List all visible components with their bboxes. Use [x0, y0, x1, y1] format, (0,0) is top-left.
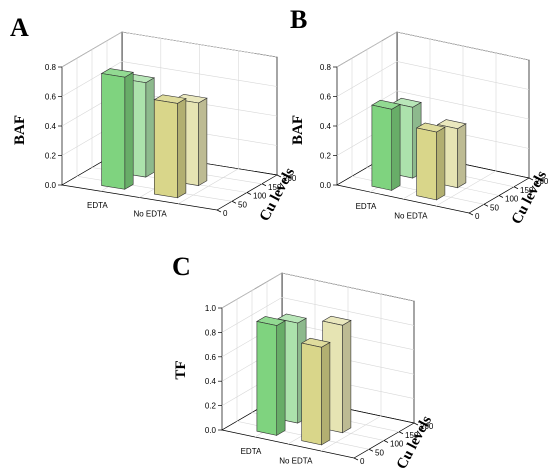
bar-side [276, 320, 286, 436]
y-tick-label: 0.8 [45, 63, 57, 72]
depth-tick-label: 150 [405, 431, 419, 440]
x-category-label: No EDTA [133, 210, 167, 219]
bar-front [416, 127, 437, 201]
y-axis-title: BAF [12, 115, 28, 145]
x-category-label: EDTA [356, 202, 377, 211]
depth-tick-mark [413, 422, 419, 426]
depth-tick-label: 100 [253, 192, 267, 201]
depth-tick-mark [368, 448, 374, 452]
y-axis-title: TF [173, 360, 189, 379]
depth-tick-label: 150 [268, 183, 282, 192]
depth-tick-label: 0 [360, 457, 365, 466]
depth-tick-label: 200 [535, 177, 549, 186]
depth-tick-mark [483, 203, 489, 207]
gridline [61, 61, 278, 97]
x-category-label: EDTA [87, 201, 108, 210]
depth-tick-label: 0 [475, 212, 480, 221]
depth-tick-label: 0 [223, 209, 228, 218]
y-tick-label: 0.4 [45, 122, 57, 131]
chart-panel-c: 0.0 0.2 0.4 0.6 0.8 1.0 EDTA No EDTA 0 50 10015020… [172, 252, 435, 472]
depth-tick-mark [528, 177, 534, 181]
gridline [320, 294, 382, 452]
bar-front [154, 99, 178, 199]
bar-side [177, 97, 187, 199]
bar-side [457, 123, 467, 189]
bar [415, 122, 446, 201]
depth-tick-mark [231, 200, 237, 204]
y-tick-label: 0.6 [320, 93, 332, 102]
bar-front [256, 321, 278, 436]
depth-tick-label: 200 [420, 422, 434, 431]
bar-front [301, 342, 322, 446]
bar-side [198, 97, 208, 187]
bar-front [101, 73, 126, 190]
gridline [336, 31, 530, 68]
depth-tick-mark [513, 186, 519, 190]
depth-tick-label: 100 [390, 440, 404, 449]
y-tick-label: 0.2 [320, 152, 332, 161]
y-tick-label: 1.0 [205, 304, 217, 313]
depth-tick-mark [498, 195, 504, 198]
gridline [336, 61, 530, 97]
y-tick-label: 0.0 [205, 426, 217, 435]
bar-side [436, 126, 446, 201]
panel-letter: A [10, 13, 29, 42]
gridline [336, 90, 530, 127]
bar [100, 68, 135, 190]
y-tick-label: 0.4 [320, 122, 332, 131]
depth-tick-label: 200 [283, 174, 297, 183]
depth-tick-mark [468, 212, 474, 216]
bar-side [391, 103, 401, 191]
gridline [221, 272, 415, 309]
bar-side [321, 341, 331, 446]
depth-tick-mark [246, 192, 252, 195]
x-category-label: No EDTA [279, 456, 313, 465]
y-tick-label: 0.8 [320, 63, 332, 72]
y-tick-label: 0.6 [205, 353, 217, 362]
bar [300, 337, 331, 446]
bar [153, 94, 187, 199]
gridline [178, 50, 239, 205]
bar [256, 316, 286, 436]
bar-side [342, 319, 352, 434]
depth-tick-label: 100 [505, 195, 519, 204]
depth-tick-mark [398, 431, 404, 435]
y-tick-label: 0.6 [45, 93, 57, 102]
y-tick-label: 0.0 [45, 181, 57, 190]
depth-tick-mark [216, 209, 222, 213]
gridline [221, 297, 415, 333]
depth-tick-label: 50 [375, 448, 384, 457]
depth-tick-mark [383, 440, 389, 443]
y-tick-label: 0.4 [205, 377, 217, 386]
bar-front [371, 104, 393, 191]
y-axis-title: BAF [290, 115, 306, 145]
y-tick-label: 0.8 [205, 328, 217, 337]
panel-letter: B [290, 5, 307, 34]
gridline [435, 53, 497, 207]
bar-side [124, 71, 134, 190]
bar [371, 99, 401, 191]
depth-tick-mark [261, 183, 267, 187]
y-tick-label: 0.0 [320, 181, 332, 190]
gridline [61, 31, 278, 68]
depth-tick-mark [353, 457, 359, 461]
bar-side [145, 77, 155, 178]
x-category-label: No EDTA [394, 211, 428, 220]
y-tick-label: 0.2 [205, 402, 217, 411]
depth-tick-label: 50 [238, 200, 247, 209]
x-category-label: EDTA [241, 447, 262, 456]
panel-letter: C [172, 252, 191, 281]
depth-tick-mark [276, 174, 282, 178]
depth-tick-label: 150 [520, 186, 534, 195]
depth-tick-label: 50 [490, 203, 499, 212]
y-tick-label: 0.2 [45, 152, 57, 161]
